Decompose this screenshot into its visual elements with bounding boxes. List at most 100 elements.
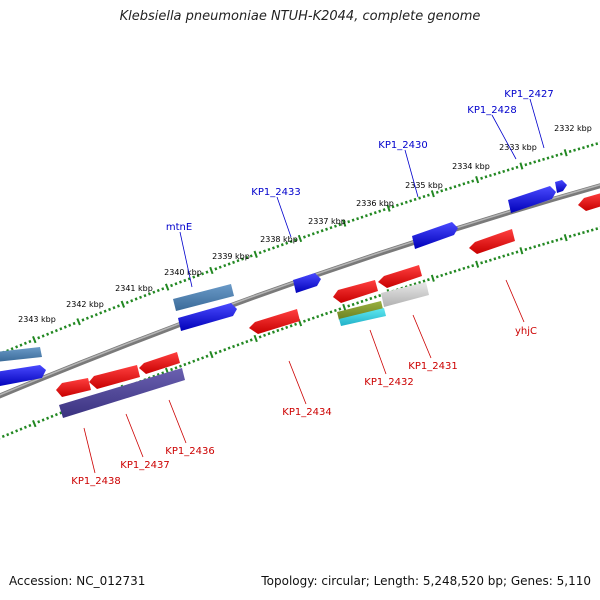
minor-tick xyxy=(471,264,475,268)
kbp-label: 2332 kbp xyxy=(554,124,592,133)
leader-line xyxy=(412,314,432,359)
major-tick xyxy=(253,334,258,343)
gene-feature[interactable] xyxy=(378,265,422,288)
gene-label[interactable]: KP1_2436 xyxy=(165,446,214,457)
gene-feature[interactable] xyxy=(173,284,234,311)
minor-tick xyxy=(577,147,581,151)
minor-tick xyxy=(422,279,426,283)
major-tick xyxy=(342,303,347,312)
minor-tick xyxy=(559,152,563,156)
minor-tick xyxy=(302,319,306,323)
gene-feature[interactable] xyxy=(178,303,237,331)
minor-tick xyxy=(333,224,337,228)
gene-feature[interactable] xyxy=(56,378,91,397)
minor-tick xyxy=(205,354,209,358)
minor-tick xyxy=(360,215,364,219)
minor-tick xyxy=(542,157,545,161)
minor-tick xyxy=(586,144,590,148)
minor-tick xyxy=(276,244,280,248)
minor-tick xyxy=(369,212,373,216)
minor-tick xyxy=(54,328,58,333)
gene-feature[interactable] xyxy=(333,280,378,303)
gene-feature[interactable] xyxy=(555,180,567,193)
minor-tick xyxy=(311,316,315,320)
minor-tick xyxy=(50,414,54,419)
minor-tick xyxy=(15,345,19,349)
minor-tick xyxy=(551,155,554,159)
gene-feature[interactable] xyxy=(59,368,185,418)
minor-tick xyxy=(586,229,590,233)
gene-feature[interactable] xyxy=(89,365,140,389)
major-tick xyxy=(563,149,568,157)
minor-tick xyxy=(192,275,196,279)
gene-label[interactable]: KP1_2427 xyxy=(504,89,553,100)
minor-tick xyxy=(90,314,94,318)
minor-tick xyxy=(152,290,156,294)
minor-tick xyxy=(382,208,386,212)
gene-feature[interactable] xyxy=(139,352,180,374)
minor-tick xyxy=(493,257,497,261)
gene-feature[interactable] xyxy=(578,192,600,211)
leader-line xyxy=(404,149,419,198)
gene-feature[interactable] xyxy=(249,309,300,334)
leader-line xyxy=(276,196,292,238)
minor-tick xyxy=(418,196,422,200)
minor-tick xyxy=(533,160,537,164)
minor-tick xyxy=(232,260,236,264)
gene-label[interactable]: KP1_2428 xyxy=(467,105,516,116)
gene-feature[interactable] xyxy=(412,222,458,249)
minor-tick xyxy=(462,266,466,270)
minor-tick xyxy=(356,301,360,305)
minor-tick xyxy=(263,249,267,253)
gene-feature[interactable] xyxy=(469,229,515,254)
minor-tick xyxy=(236,343,240,347)
gene-label[interactable]: KP1_2438 xyxy=(71,476,120,487)
gene-label[interactable]: KP1_2431 xyxy=(408,361,457,372)
gene-feature[interactable] xyxy=(293,273,321,293)
minor-tick xyxy=(590,228,594,232)
minor-tick xyxy=(595,227,599,231)
gene-label[interactable]: KP1_2434 xyxy=(282,407,331,418)
gene-label[interactable]: yhjC xyxy=(515,326,537,337)
minor-tick xyxy=(480,261,484,265)
kbp-label: 2340 kbp xyxy=(164,268,202,277)
minor-tick xyxy=(46,332,50,336)
minor-tick xyxy=(267,332,271,336)
minor-tick xyxy=(413,197,417,202)
minor-tick xyxy=(555,153,559,157)
minor-tick xyxy=(59,411,63,415)
gene-feature[interactable] xyxy=(381,282,429,307)
gene-label[interactable]: KP1_2432 xyxy=(364,377,413,388)
minor-tick xyxy=(10,431,14,435)
minor-tick xyxy=(444,187,448,192)
minor-tick xyxy=(289,240,293,244)
gene-feature[interactable] xyxy=(0,365,46,387)
gene-feature[interactable] xyxy=(508,186,556,213)
minor-tick xyxy=(37,420,41,424)
minor-tick xyxy=(351,218,355,222)
minor-tick xyxy=(400,202,404,206)
minor-tick xyxy=(6,432,10,437)
minor-tick xyxy=(546,156,550,160)
minor-tick xyxy=(271,246,275,250)
minor-tick xyxy=(223,348,227,352)
gene-feature[interactable] xyxy=(339,308,386,326)
minor-tick xyxy=(10,347,14,351)
minor-tick xyxy=(515,250,519,254)
minor-tick xyxy=(404,200,408,204)
minor-tick xyxy=(187,277,191,281)
minor-tick xyxy=(267,247,271,252)
minor-tick xyxy=(227,262,231,266)
minor-tick xyxy=(524,163,528,167)
gene-feature[interactable] xyxy=(337,301,383,320)
gene-label[interactable]: mtnE xyxy=(166,222,192,233)
minor-tick xyxy=(41,418,45,422)
minor-tick xyxy=(218,349,222,353)
minor-tick xyxy=(85,316,89,320)
minor-tick xyxy=(418,280,422,285)
gene-feature[interactable] xyxy=(0,347,42,362)
gene-label[interactable]: KP1_2433 xyxy=(251,187,300,198)
gene-label[interactable]: KP1_2430 xyxy=(378,140,427,151)
minor-tick xyxy=(449,270,453,275)
gene-label[interactable]: KP1_2437 xyxy=(120,460,169,471)
